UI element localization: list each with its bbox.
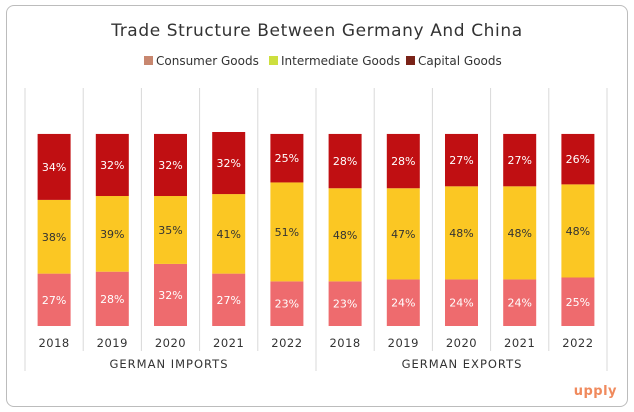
bar-capital-2 <box>95 133 129 197</box>
bar-intermediate-2 <box>95 196 129 272</box>
bar-intermediate-3 <box>154 196 187 264</box>
bar-intermediate-5 <box>270 182 304 282</box>
x-tick-label: 2022 <box>271 336 302 350</box>
data-label-consumer-6: 23% <box>333 298 357 311</box>
x-tick-label: 2018 <box>329 336 360 350</box>
bar-consumer-7 <box>386 279 420 326</box>
legend: Consumer Goods Intermediate Goods Capita… <box>144 54 502 68</box>
chart: Trade Structure Between Germany And Chin… <box>24 21 617 399</box>
x-tick-label: 2019 <box>97 336 128 350</box>
data-label-capital-6: 28% <box>333 155 357 168</box>
group-label-imports: GERMAN IMPORTS <box>110 357 229 371</box>
bars: 27% 38% 34% 28% 39% 32% 32% 35% 32% 27% 41% 32% 23% 5… <box>37 132 595 326</box>
data-label-capital-2: 32% <box>100 159 124 172</box>
data-label-consumer-5: 23% <box>275 298 299 311</box>
upply-logo: upply <box>574 384 617 399</box>
x-tick-label: 2018 <box>38 336 69 350</box>
data-label-capital-4: 32% <box>216 157 240 170</box>
bar-consumer-4 <box>212 273 246 326</box>
bar-consumer-10 <box>561 277 595 326</box>
legend-swatch-capital <box>406 56 415 65</box>
data-label-intermediate-4: 41% <box>216 228 240 241</box>
x-tick-label: 2020 <box>446 336 477 350</box>
bar-capital-7 <box>386 133 420 189</box>
chart-title: Trade Structure Between Germany And Chin… <box>110 21 523 41</box>
bar-intermediate-6 <box>328 188 362 282</box>
data-label-consumer-3: 32% <box>158 289 182 302</box>
bar-consumer-8 <box>445 279 478 326</box>
data-label-intermediate-7: 47% <box>391 228 415 241</box>
data-label-consumer-4: 27% <box>216 294 240 307</box>
bar-intermediate-10 <box>561 184 595 278</box>
data-label-capital-9: 27% <box>507 154 531 167</box>
data-label-consumer-1: 27% <box>42 294 66 307</box>
grid-lines <box>24 88 608 371</box>
x-tick-label: 2022 <box>562 336 593 350</box>
bar-intermediate-1 <box>37 199 71 274</box>
data-label-capital-8: 27% <box>449 154 473 167</box>
data-label-consumer-7: 24% <box>391 297 415 310</box>
bar-intermediate-4 <box>212 194 246 274</box>
bar-capital-9 <box>503 133 537 187</box>
bar-capital-8 <box>445 133 478 187</box>
bar-intermediate-7 <box>386 188 420 280</box>
bar-capital-10 <box>561 133 595 185</box>
data-label-intermediate-9: 48% <box>507 227 531 240</box>
data-label-consumer-8: 24% <box>449 297 473 310</box>
data-label-intermediate-6: 48% <box>333 229 357 242</box>
legend-label-consumer: Consumer Goods <box>156 54 259 68</box>
x-tick-label: 2021 <box>213 336 244 350</box>
bar-intermediate-9 <box>503 186 537 280</box>
bar-consumer-3 <box>154 263 187 326</box>
bar-consumer-9 <box>503 279 537 326</box>
data-label-consumer-9: 24% <box>507 297 531 310</box>
bar-capital-1 <box>37 133 71 200</box>
bar-consumer-6 <box>328 281 362 326</box>
data-label-capital-7: 28% <box>391 155 415 168</box>
data-label-consumer-2: 28% <box>100 293 124 306</box>
bar-capital-3 <box>154 133 187 197</box>
data-label-consumer-10: 25% <box>566 296 590 309</box>
legend-label-capital: Capital Goods <box>418 54 502 68</box>
data-label-intermediate-5: 51% <box>275 226 299 239</box>
data-label-intermediate-3: 35% <box>158 224 182 237</box>
bar-consumer-1 <box>37 273 71 326</box>
data-label-intermediate-2: 39% <box>100 228 124 241</box>
data-label-capital-3: 32% <box>158 159 182 172</box>
bar-consumer-5 <box>270 281 304 326</box>
x-axis-ticks: 2018 2019 2020 2021 2022 2018 2019 2020 2021 2022 <box>38 336 593 350</box>
data-label-capital-5: 25% <box>275 152 299 165</box>
legend-swatch-intermediate <box>269 56 278 65</box>
bar-intermediate-8 <box>445 186 478 280</box>
bar-consumer-2 <box>95 271 129 326</box>
data-label-intermediate-10: 48% <box>566 225 590 238</box>
chart-card: Trade Structure Between Germany And Chin… <box>6 5 628 407</box>
data-label-capital-1: 34% <box>42 161 66 174</box>
bar-capital-5 <box>270 133 304 183</box>
group-label-exports: GERMAN EXPORTS <box>402 357 523 371</box>
data-label-intermediate-8: 48% <box>449 227 473 240</box>
x-tick-label: 2019 <box>388 336 419 350</box>
x-tick-label: 2021 <box>504 336 535 350</box>
data-label-intermediate-1: 38% <box>42 231 66 244</box>
legend-swatch-consumer <box>144 56 153 65</box>
bar-capital-4 <box>212 132 246 195</box>
data-label-capital-10: 26% <box>566 153 590 166</box>
bar-capital-6 <box>328 133 362 189</box>
legend-label-intermediate: Intermediate Goods <box>281 54 400 68</box>
x-tick-label: 2020 <box>155 336 186 350</box>
